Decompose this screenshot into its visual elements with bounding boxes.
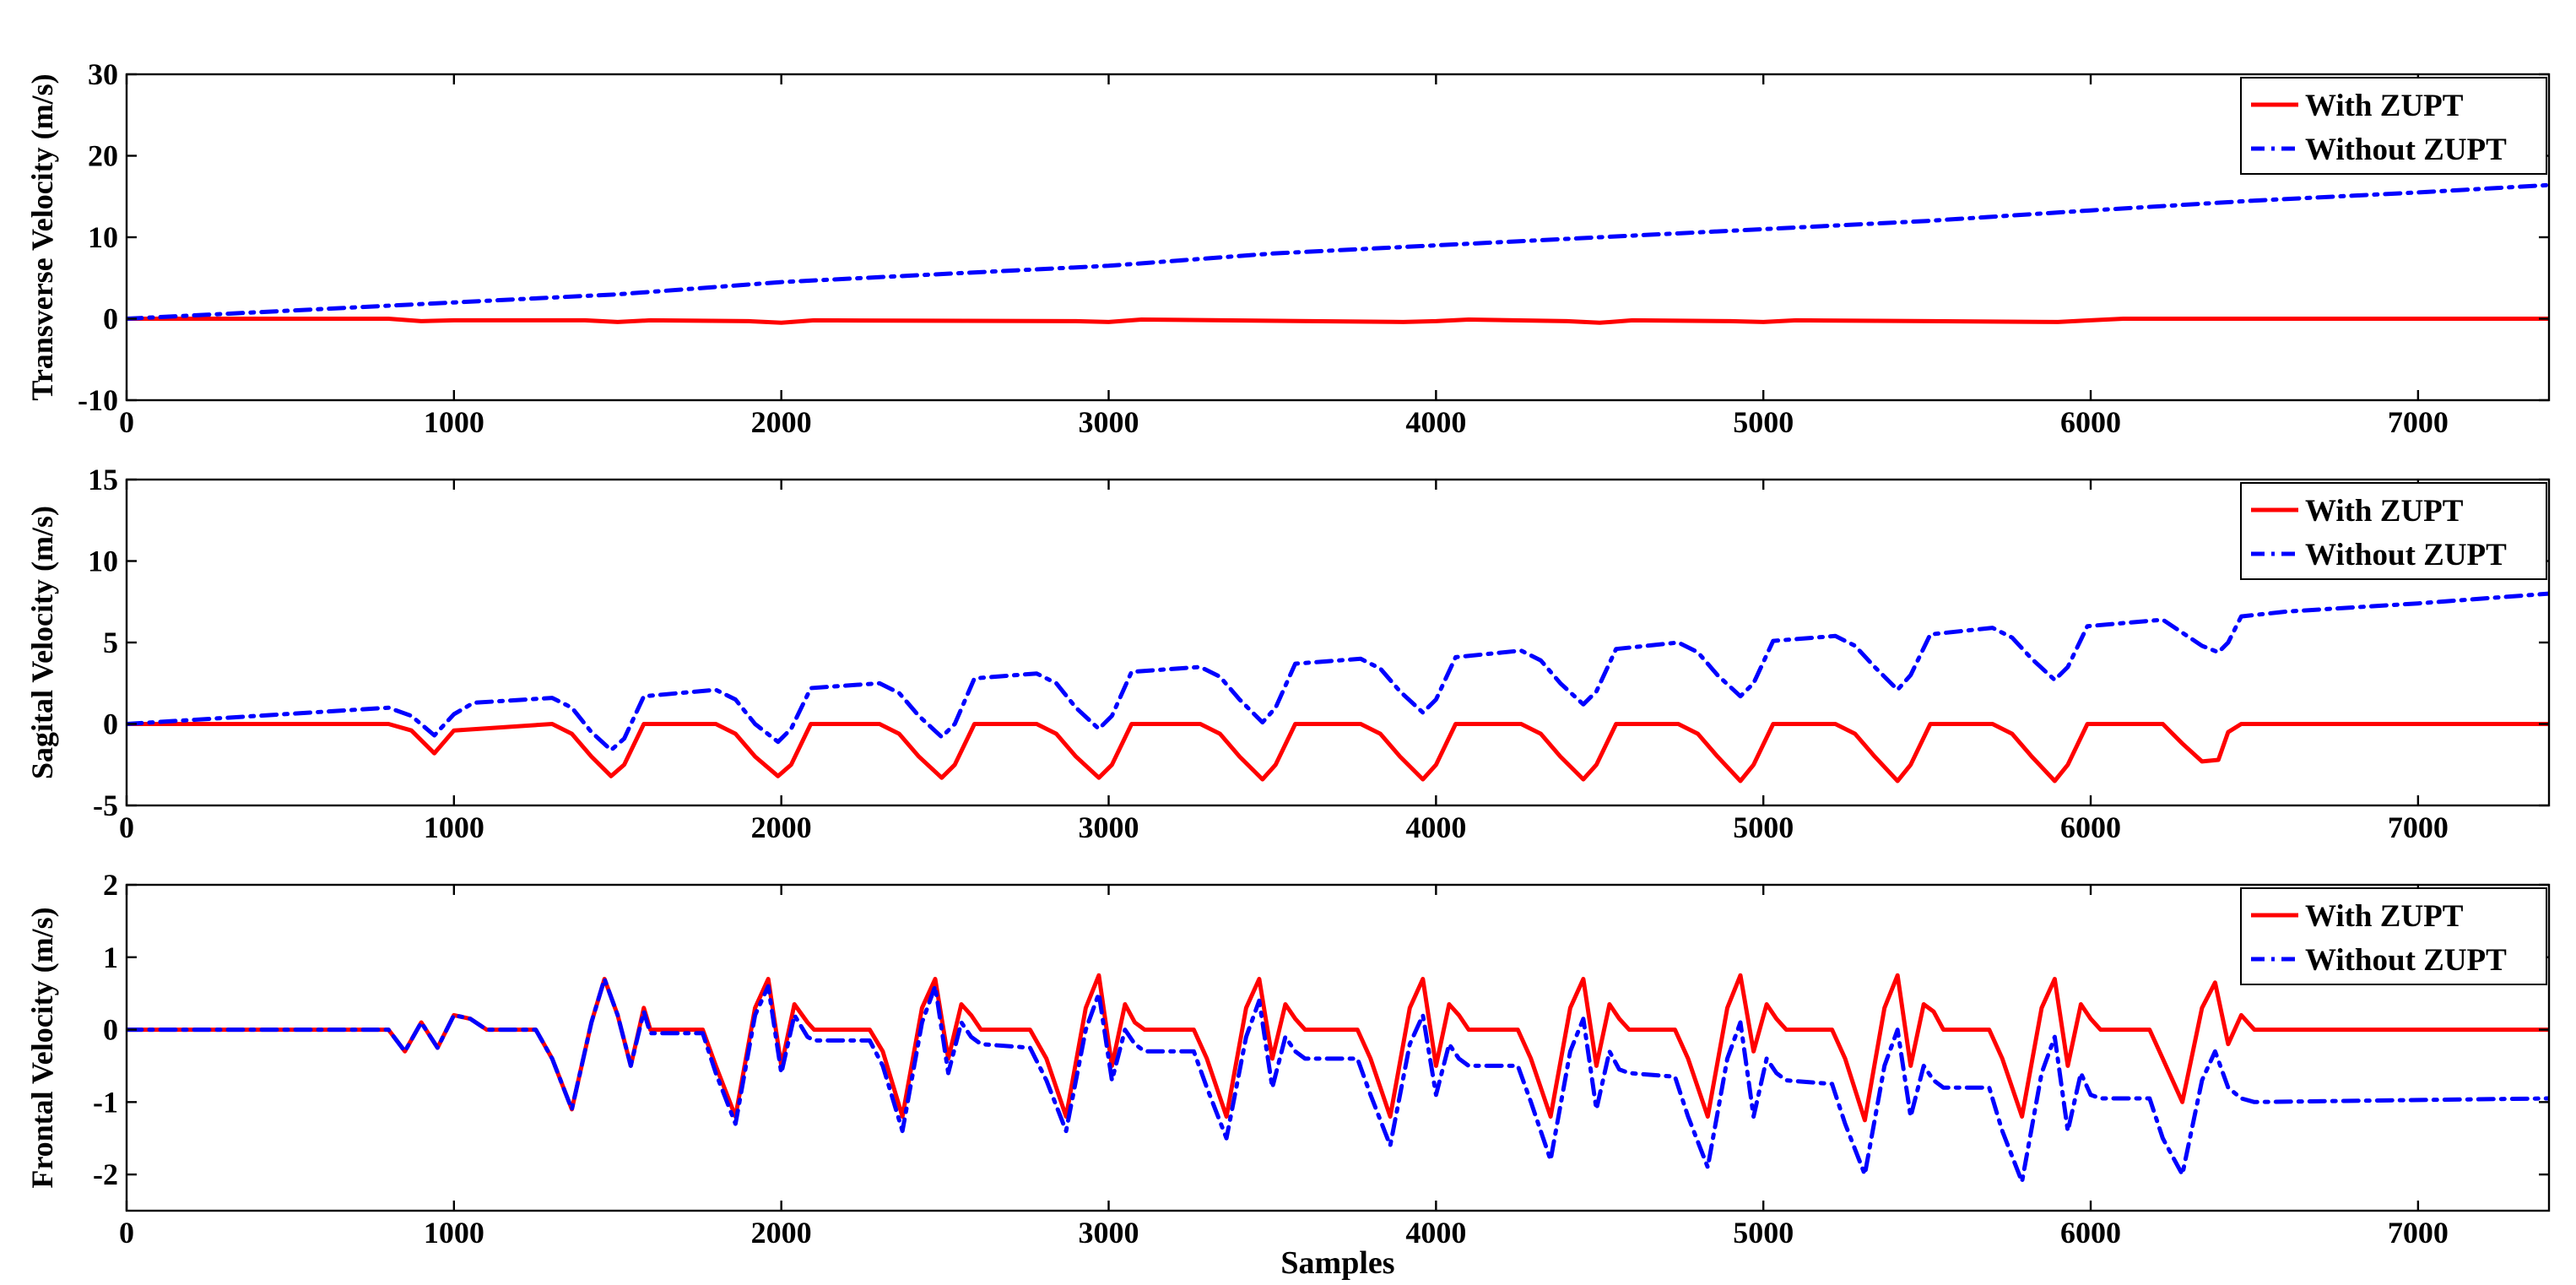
transverse-series-with-zupt <box>127 317 2549 325</box>
sagital-legend-box <box>2240 482 2547 580</box>
frontal-legend-box <box>2240 887 2547 985</box>
transverse-ytick-label: 0 <box>103 302 118 336</box>
frontal-xtick-label: 6000 <box>2060 1216 2121 1250</box>
legend-label-with-zupt: With ZUPT <box>2305 89 2464 123</box>
sagital-xtick-label: 5000 <box>1733 811 1794 844</box>
legend-label-without-zupt: Without ZUPT <box>2305 133 2507 167</box>
transverse-xtick-label: 6000 <box>2060 405 2121 439</box>
sagital-series-with-zupt <box>127 722 2549 783</box>
frontal-velocity-panel: 0 1000 2000 3000 4000 5000 6000 7000 -2 -1 0 1 2 Fro… <box>25 868 2551 1281</box>
sagital-xtick-label: 2000 <box>751 811 812 844</box>
sagital-series-without-zupt <box>127 591 2549 752</box>
sagital-xtick-label: 6000 <box>2060 811 2121 844</box>
transverse-xtick-label: 5000 <box>1733 405 1794 439</box>
sagital-legend: With ZUPT Without ZUPT <box>2240 482 2547 580</box>
transverse-legend-box <box>2240 77 2547 175</box>
legend-label-without-zupt: Without ZUPT <box>2305 943 2507 978</box>
frontal-series-with-zupt <box>127 973 2549 1123</box>
transverse-xtick-label: 4000 <box>1405 405 1466 439</box>
frontal-xtick-label: 0 <box>119 1216 134 1250</box>
frontal-xtick-label: 1000 <box>424 1216 484 1250</box>
frontal-xtick-label: 7000 <box>2388 1216 2449 1250</box>
sagital-ylabel: Sagital Velocity (m/s) <box>25 506 59 779</box>
sagital-xtick-label: 1000 <box>424 811 484 844</box>
legend-label-with-zupt: With ZUPT <box>2305 494 2464 529</box>
transverse-legend: With ZUPT Without ZUPT <box>2240 77 2547 175</box>
frontal-xlabel: Samples <box>1280 1245 1394 1281</box>
sagital-ytick-label: 10 <box>88 545 118 578</box>
sagital-xtick-label: 7000 <box>2388 811 2449 844</box>
transverse-xtick-label: 1000 <box>424 405 484 439</box>
frontal-xtick-label: 2000 <box>751 1216 812 1250</box>
frontal-xtick-label: 3000 <box>1079 1216 1139 1250</box>
frontal-series-without-zupt <box>127 977 2549 1185</box>
transverse-xtick-label: 7000 <box>2388 405 2449 439</box>
frontal-xtick-label: 5000 <box>1733 1216 1794 1250</box>
transverse-xtick-label: 2000 <box>751 405 812 439</box>
frontal-ytick-label: 2 <box>103 868 118 902</box>
frontal-ytick-label: 0 <box>103 1013 118 1047</box>
sagital-ytick-label: 15 <box>88 463 118 496</box>
transverse-ytick-label: -10 <box>78 383 118 417</box>
sagital-ytick-label: 0 <box>103 708 118 741</box>
frontal-plot-area <box>127 973 2549 1185</box>
legend-label-without-zupt: Without ZUPT <box>2305 538 2507 572</box>
transverse-ylabel: Transverse Velocity (m/s) <box>25 73 59 400</box>
frontal-ytick-label: -1 <box>93 1085 118 1119</box>
transverse-velocity-panel: 0 1000 2000 3000 4000 5000 6000 7000-100102030 … <box>25 57 2551 439</box>
transverse-plot-area <box>127 182 2549 325</box>
sagital-ytick-label: 5 <box>103 626 118 659</box>
sagital-xtick-label: 3000 <box>1079 811 1139 844</box>
frontal-ticks: 0 1000 2000 3000 4000 5000 6000 7000 -2 -1 0 1 2 <box>93 868 2549 1250</box>
sagital-xtick-label: 4000 <box>1405 811 1466 844</box>
transverse-xtick-label: 0 <box>119 405 134 439</box>
sagital-plot-area <box>127 591 2549 783</box>
transverse-ytick-label: 30 <box>88 57 118 91</box>
frontal-ylabel: Frontal Velocity (m/s) <box>25 907 59 1188</box>
transverse-xtick-label: 3000 <box>1079 405 1139 439</box>
legend-label-with-zupt: With ZUPT <box>2305 899 2464 934</box>
frontal-ytick-label: -2 <box>93 1158 118 1191</box>
frontal-axes-frame <box>125 883 2551 1212</box>
transverse-ytick-label: 20 <box>88 139 118 173</box>
transverse-series-without-zupt <box>127 182 2549 321</box>
sagital-ytick-label: -5 <box>93 789 118 822</box>
frontal-ytick-label: 1 <box>103 941 118 974</box>
frontal-xtick-label: 4000 <box>1405 1216 1466 1250</box>
transverse-ytick-label: 10 <box>88 220 118 254</box>
frontal-legend: With ZUPT Without ZUPT <box>2240 887 2547 985</box>
sagital-xtick-label: 0 <box>119 811 134 844</box>
